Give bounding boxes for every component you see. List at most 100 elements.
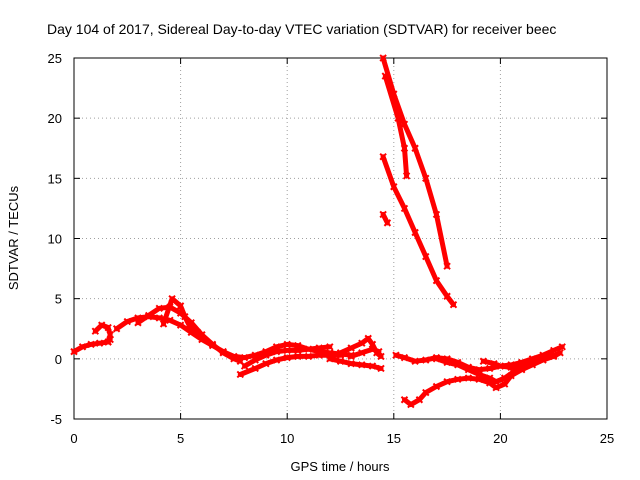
tick-marks	[73, 57, 608, 420]
data-point	[219, 349, 227, 357]
data-point	[422, 174, 430, 183]
data-point	[112, 325, 121, 333]
data-point	[464, 365, 473, 374]
data-point	[304, 345, 313, 353]
series-arc-low-2	[240, 343, 334, 370]
data-point	[236, 370, 245, 379]
series-arc-early-2	[91, 321, 114, 346]
data-point	[432, 382, 441, 391]
data-point	[422, 252, 430, 261]
data-point	[422, 388, 430, 397]
data-point	[492, 377, 500, 386]
y-tick-label: -5	[50, 412, 62, 427]
data-point	[185, 321, 193, 329]
data-point	[475, 370, 483, 379]
data-point	[168, 294, 176, 303]
data-point	[500, 374, 509, 382]
x-tick-label: 10	[280, 431, 294, 446]
data-point	[394, 114, 402, 122]
data-point	[294, 352, 302, 361]
data-point	[347, 344, 355, 352]
data-point	[283, 353, 291, 362]
data-point	[454, 375, 462, 383]
data-point	[496, 362, 505, 370]
x-tick-label: 25	[600, 431, 614, 446]
data-point	[464, 374, 473, 382]
data-point	[347, 359, 355, 368]
data-point	[492, 384, 500, 392]
y-tick-label: 15	[48, 171, 62, 186]
y-tick-label: 10	[48, 232, 62, 247]
data-point	[377, 352, 385, 361]
data-point	[98, 321, 106, 329]
data-point	[358, 339, 366, 347]
data-point	[262, 351, 270, 359]
data-point	[176, 302, 185, 310]
series-steep-3	[379, 152, 458, 309]
data-point	[400, 204, 409, 213]
data-point	[518, 361, 526, 369]
series-line	[114, 314, 354, 361]
data-point	[91, 327, 100, 335]
data-point	[336, 349, 345, 357]
series-late-3	[432, 355, 526, 386]
data-point	[402, 172, 411, 180]
data-point	[507, 363, 515, 371]
data-point	[326, 355, 334, 363]
data-point	[407, 400, 415, 409]
series-arc-main-3	[159, 294, 202, 337]
y-tick-label: 5	[55, 292, 62, 307]
chart-title: Day 104 of 2017, Sidereal Day-to-day VTE…	[47, 21, 556, 37]
data-point	[528, 358, 537, 367]
data-point	[400, 144, 409, 152]
data-point	[479, 357, 488, 365]
data-point	[294, 346, 302, 355]
series-arc-mid-3	[347, 345, 383, 361]
data-point	[347, 352, 355, 361]
data-point	[377, 364, 385, 373]
data-point	[383, 219, 392, 227]
series-arc-mid-2	[326, 355, 385, 373]
x-axis-label: GPS time / hours	[291, 459, 390, 474]
series-layer	[70, 54, 566, 409]
y-tick-label: 25	[48, 51, 62, 66]
data-point	[400, 120, 409, 128]
data-point	[134, 319, 142, 327]
series-late-4	[479, 351, 558, 371]
data-point	[411, 144, 419, 152]
data-point	[251, 364, 259, 373]
data-point	[449, 300, 458, 309]
data-point	[70, 347, 78, 356]
data-point	[78, 343, 87, 351]
series-short-segment	[379, 210, 392, 227]
data-point	[490, 359, 498, 368]
data-point	[155, 304, 163, 313]
data-point	[556, 349, 564, 357]
data-point	[400, 353, 409, 362]
grid	[74, 58, 607, 419]
series-steep-2	[381, 72, 411, 180]
data-point	[283, 346, 291, 355]
data-point	[326, 343, 334, 351]
data-point	[208, 340, 217, 349]
y-tick-label: 20	[48, 111, 62, 126]
data-point	[558, 343, 566, 351]
data-point	[443, 377, 451, 386]
data-point	[87, 340, 95, 349]
data-point	[193, 328, 202, 337]
data-point	[390, 183, 398, 191]
series-line	[237, 352, 343, 377]
data-point	[368, 345, 377, 353]
data-point	[486, 374, 494, 382]
series-steep-1	[379, 54, 451, 270]
y-axis-label: SDTVAR / TECUs	[6, 185, 21, 290]
data-point	[144, 311, 153, 320]
series-line	[382, 73, 410, 179]
data-point	[443, 358, 451, 367]
data-point	[379, 152, 387, 161]
data-point	[500, 380, 509, 388]
data-point	[432, 276, 441, 285]
data-point	[262, 359, 270, 368]
series-line	[348, 346, 382, 359]
data-point	[364, 334, 372, 343]
